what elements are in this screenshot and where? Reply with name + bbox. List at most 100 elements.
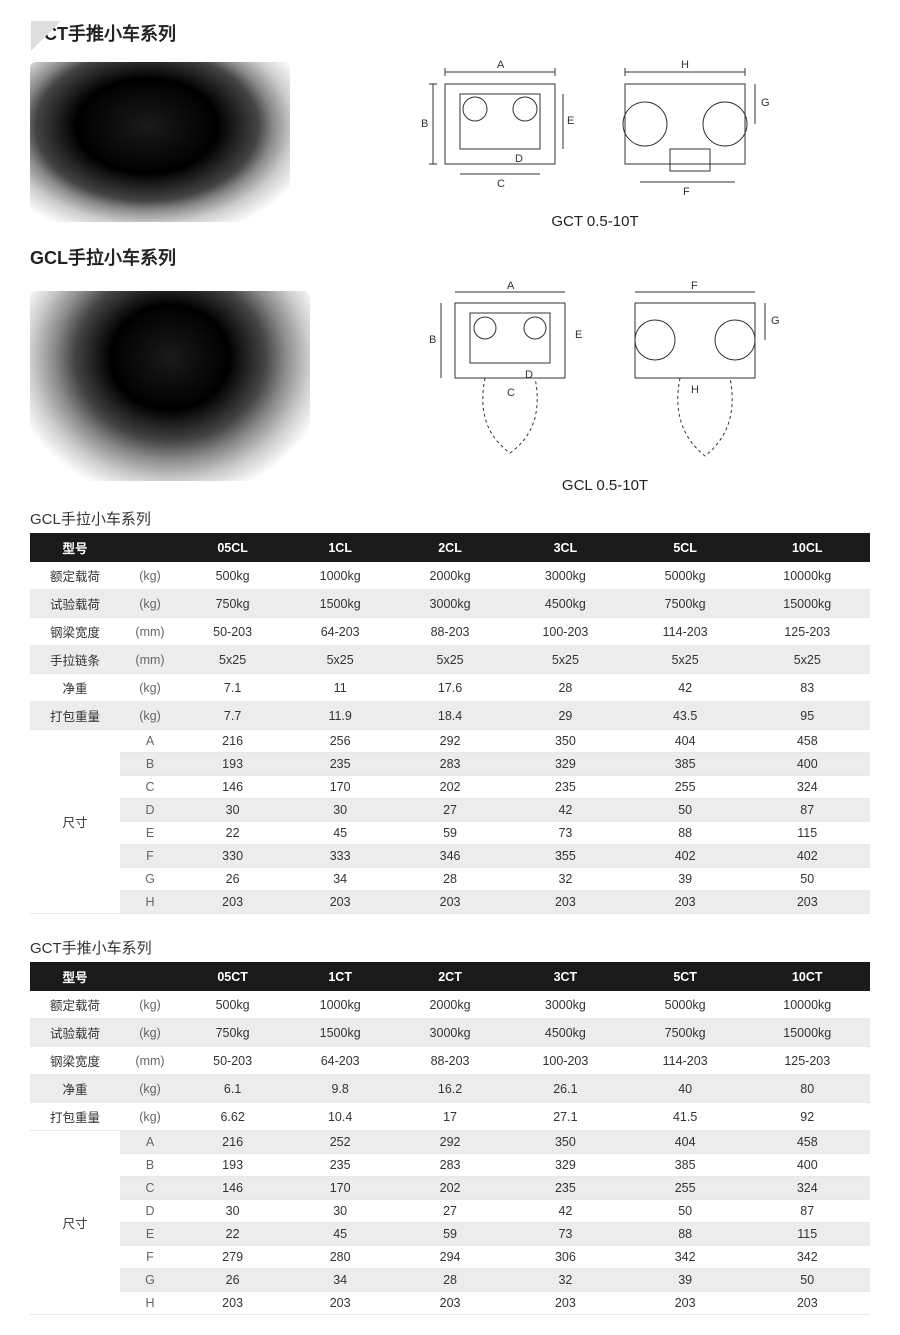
table-cell: 40 xyxy=(626,1075,745,1103)
table-header-cell: 5CL xyxy=(626,533,745,562)
table-cell: 59 xyxy=(395,822,505,845)
table-cell: 42 xyxy=(626,674,745,702)
table-cell: 750kg xyxy=(180,1019,285,1047)
table-cell: 333 xyxy=(285,845,395,868)
svg-text:A: A xyxy=(507,280,515,292)
gct-table: 型号05CT1CT2CT3CT5CT10CT额定载荷(kg)500kg1000k… xyxy=(30,962,870,1315)
table-cell: 280 xyxy=(285,1246,395,1269)
table-cell: 4500kg xyxy=(505,590,626,618)
table-cell: 42 xyxy=(505,1200,626,1223)
gct-product-photo xyxy=(30,62,290,222)
table-cell: 26.1 xyxy=(505,1075,626,1103)
dim-key: G xyxy=(120,1269,180,1292)
svg-text:G: G xyxy=(771,315,780,327)
table-cell: 203 xyxy=(745,891,871,914)
table-cell: 252 xyxy=(285,1131,395,1154)
table-cell: 202 xyxy=(395,776,505,799)
table-cell: 59 xyxy=(395,1223,505,1246)
table-cell: 458 xyxy=(745,730,871,753)
gct-diagram-icon: A B C E D H G F xyxy=(415,54,775,204)
table-cell: 4500kg xyxy=(505,1019,626,1047)
table-cell: 170 xyxy=(285,1177,395,1200)
table-row: H203203203203203203 xyxy=(30,891,870,914)
table-header-cell: 10CL xyxy=(745,533,871,562)
table-cell: 329 xyxy=(505,1154,626,1177)
svg-text:C: C xyxy=(507,387,515,399)
table-cell: 83 xyxy=(745,674,871,702)
table-cell: 202 xyxy=(395,1177,505,1200)
table-cell: 402 xyxy=(626,845,745,868)
gcl-title: GCL手拉小车系列 xyxy=(30,244,870,270)
table-cell: 203 xyxy=(285,1292,395,1315)
table-cell: 30 xyxy=(285,799,395,822)
row-label: 试验载荷 xyxy=(30,1019,120,1047)
table-cell: 5x25 xyxy=(285,646,395,674)
table-cell: 45 xyxy=(285,1223,395,1246)
table-cell: 100-203 xyxy=(505,618,626,646)
table-cell: 235 xyxy=(285,1154,395,1177)
table-cell: 1000kg xyxy=(285,562,395,590)
table-cell: 203 xyxy=(180,891,285,914)
table-row: F279280294306342342 xyxy=(30,1246,870,1269)
table-row: 额定载荷(kg)500kg1000kg2000kg3000kg5000kg100… xyxy=(30,991,870,1019)
table-cell: 294 xyxy=(395,1246,505,1269)
row-unit: (kg) xyxy=(120,590,180,618)
table-cell: 26 xyxy=(180,868,285,891)
table-header-cell: 05CT xyxy=(180,962,285,991)
table-row: 手拉链条(mm)5x255x255x255x255x255x25 xyxy=(30,646,870,674)
table-cell: 10000kg xyxy=(745,991,871,1019)
dim-key: H xyxy=(120,891,180,914)
row-unit: (mm) xyxy=(120,1047,180,1075)
table-cell: 17 xyxy=(395,1103,505,1131)
table-cell: 5000kg xyxy=(626,562,745,590)
dim-key: D xyxy=(120,1200,180,1223)
table-cell: 115 xyxy=(745,1223,871,1246)
table-row: 尺寸A216256292350404458 xyxy=(30,730,870,753)
gcl-row: A B C E D F G H GCL 0.5-10T xyxy=(30,278,870,494)
dim-key: E xyxy=(120,1223,180,1246)
table-cell: 5x25 xyxy=(505,646,626,674)
table-header-cell: 5CT xyxy=(626,962,745,991)
svg-text:B: B xyxy=(429,334,436,346)
row-unit: (kg) xyxy=(120,674,180,702)
table-cell: 256 xyxy=(285,730,395,753)
table-cell: 10000kg xyxy=(745,562,871,590)
gct-diagram-wrap: A B C E D H G F GCT 0.5-10T xyxy=(320,54,870,230)
table-cell: 7.7 xyxy=(180,702,285,730)
table-cell: 216 xyxy=(180,1131,285,1154)
table-cell: 50 xyxy=(745,1269,871,1292)
table-cell: 64-203 xyxy=(285,618,395,646)
svg-text:F: F xyxy=(683,186,690,198)
svg-text:E: E xyxy=(575,329,582,341)
table-cell: 87 xyxy=(745,1200,871,1223)
table-cell: 404 xyxy=(626,1131,745,1154)
table-cell: 50 xyxy=(626,1200,745,1223)
svg-text:G: G xyxy=(761,97,770,109)
table-cell: 50 xyxy=(626,799,745,822)
table-header-cell: 3CL xyxy=(505,533,626,562)
row-unit: (kg) xyxy=(120,1075,180,1103)
svg-text:D: D xyxy=(515,153,523,165)
table-cell: 26 xyxy=(180,1269,285,1292)
table-row: H203203203203203203 xyxy=(30,1292,870,1315)
table-cell: 43.5 xyxy=(626,702,745,730)
dim-key: G xyxy=(120,868,180,891)
gct-table-title: GCT手推小车系列 xyxy=(30,937,870,958)
table-row: E2245597388115 xyxy=(30,1223,870,1246)
table-cell: 22 xyxy=(180,1223,285,1246)
page: GCT手推小车系列 A B C E D H G xyxy=(30,20,870,1315)
table-cell: 1000kg xyxy=(285,991,395,1019)
table-cell: 203 xyxy=(285,891,395,914)
table-cell: 88-203 xyxy=(395,1047,505,1075)
gcl-diagram-caption: GCL 0.5-10T xyxy=(340,477,870,494)
table-cell: 203 xyxy=(745,1292,871,1315)
table-header-cell: 2CL xyxy=(395,533,505,562)
table-cell: 6.1 xyxy=(180,1075,285,1103)
gcl-diagram-wrap: A B C E D F G H GCL 0.5-10T xyxy=(340,278,870,494)
table-cell: 87 xyxy=(745,799,871,822)
table-cell: 27.1 xyxy=(505,1103,626,1131)
table-cell: 5x25 xyxy=(395,646,505,674)
table-cell: 50-203 xyxy=(180,618,285,646)
row-unit: (kg) xyxy=(120,562,180,590)
dim-key: C xyxy=(120,776,180,799)
